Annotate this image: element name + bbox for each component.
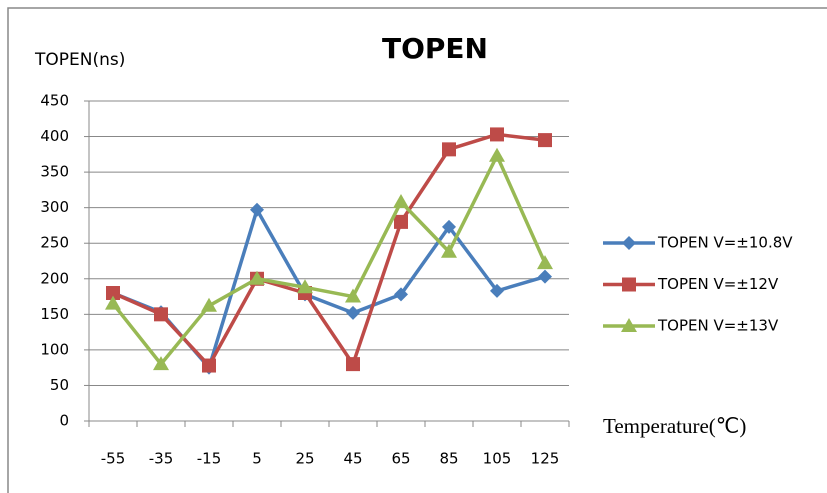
legend-marker (621, 318, 637, 332)
marker (345, 288, 361, 303)
y-tick-label: 400 (40, 127, 69, 145)
marker (490, 283, 504, 298)
marker (201, 297, 217, 312)
marker (249, 270, 265, 285)
marker (346, 305, 360, 320)
y-tick-label: 250 (40, 234, 69, 252)
series-line (111, 154, 547, 366)
x-tick-label: -35 (149, 450, 174, 468)
marker (202, 358, 216, 373)
chart-border (7, 7, 827, 493)
marker (297, 279, 313, 294)
legend-marker (622, 236, 636, 250)
marker (442, 219, 456, 234)
x-tick-label: 45 (343, 450, 362, 468)
marker (393, 193, 409, 208)
marker (346, 357, 360, 372)
legend-label: TOPEN V=±10.8V (657, 234, 793, 252)
marker (106, 286, 120, 300)
series-line (112, 132, 546, 368)
x-tick-label: 25 (295, 450, 314, 468)
marker (489, 147, 505, 162)
marker (490, 127, 504, 142)
marker (105, 295, 121, 310)
marker (538, 133, 552, 148)
marker (154, 307, 168, 322)
x-axis-label: Temperature(℃) (603, 414, 746, 438)
x-tick-label: -15 (197, 450, 222, 468)
y-tick-label: 0 (59, 412, 69, 430)
y-tick-label: 300 (40, 198, 69, 216)
legend-label: TOPEN V=±12V (657, 275, 779, 293)
y-tick-label: 50 (50, 376, 69, 394)
y-tick-label: 450 (40, 92, 69, 110)
x-tick-label: 85 (439, 450, 458, 468)
chart-title: TOPEN (382, 32, 488, 65)
legend-label: TOPEN V=±13V (657, 317, 779, 335)
marker (153, 356, 169, 371)
marker (537, 255, 553, 270)
legend-marker (622, 277, 636, 292)
x-tick-label: 125 (531, 450, 560, 468)
marker (441, 243, 457, 258)
marker (394, 287, 408, 302)
y-tick-label: 350 (40, 163, 69, 181)
x-tick-label: 65 (391, 450, 410, 468)
marker (538, 269, 552, 284)
x-tick-label: 105 (483, 450, 512, 468)
x-tick-label: -55 (101, 450, 126, 468)
y-axis-label: TOPEN(ns) (34, 50, 125, 70)
y-tick-label: 100 (40, 340, 69, 358)
x-tick-label: 5 (252, 450, 262, 468)
y-tick-label: 200 (40, 269, 69, 287)
marker (250, 202, 264, 217)
y-tick-label: 150 (40, 305, 69, 323)
marker (394, 214, 408, 229)
marker (442, 142, 456, 157)
